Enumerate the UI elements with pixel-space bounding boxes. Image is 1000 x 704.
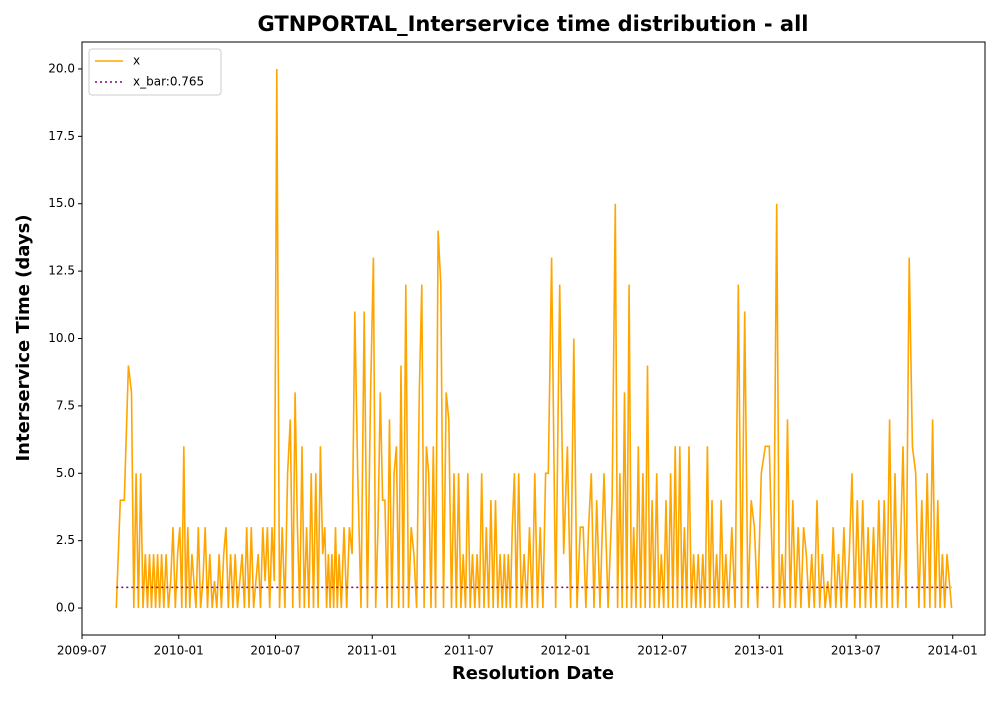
x-tick-label: 2011-07: [444, 644, 494, 658]
data-line: [115, 68, 953, 609]
legend-label: x_bar:0.765: [133, 75, 204, 89]
y-tick-label: 15.0: [48, 196, 75, 210]
y-tick-label: 5.0: [56, 466, 75, 480]
y-tick-label: 12.5: [48, 264, 75, 278]
chart-title: GTNPORTAL_Interservice time distribution…: [258, 12, 809, 36]
x-axis-label: Resolution Date: [452, 663, 614, 684]
y-tick-label: 0.0: [56, 601, 75, 615]
x-tick-label: 2010-01: [154, 644, 204, 658]
y-tick-label: 10.0: [48, 331, 75, 345]
y-tick-label: 17.5: [48, 129, 75, 143]
x-tick-label: 2013-07: [831, 644, 881, 658]
x-tick-label: 2009-07: [57, 644, 107, 658]
y-tick-label: 2.5: [56, 533, 75, 547]
x-tick-label: 2012-01: [541, 644, 591, 658]
plot-frame: [81, 41, 986, 636]
y-axis-label: Interservice Time (days): [13, 214, 34, 461]
x-tick-label: 2011-01: [347, 644, 397, 658]
x-tick-label: 2010-07: [250, 644, 300, 658]
legend-label: x: [133, 54, 140, 68]
y-tick-label: 7.5: [56, 398, 75, 412]
y-tick-label: 20.0: [48, 61, 75, 75]
x-tick-label: 2013-01: [734, 644, 784, 658]
x-tick-label: 2014-01: [928, 644, 978, 658]
x-tick-label: 2012-07: [637, 644, 687, 658]
